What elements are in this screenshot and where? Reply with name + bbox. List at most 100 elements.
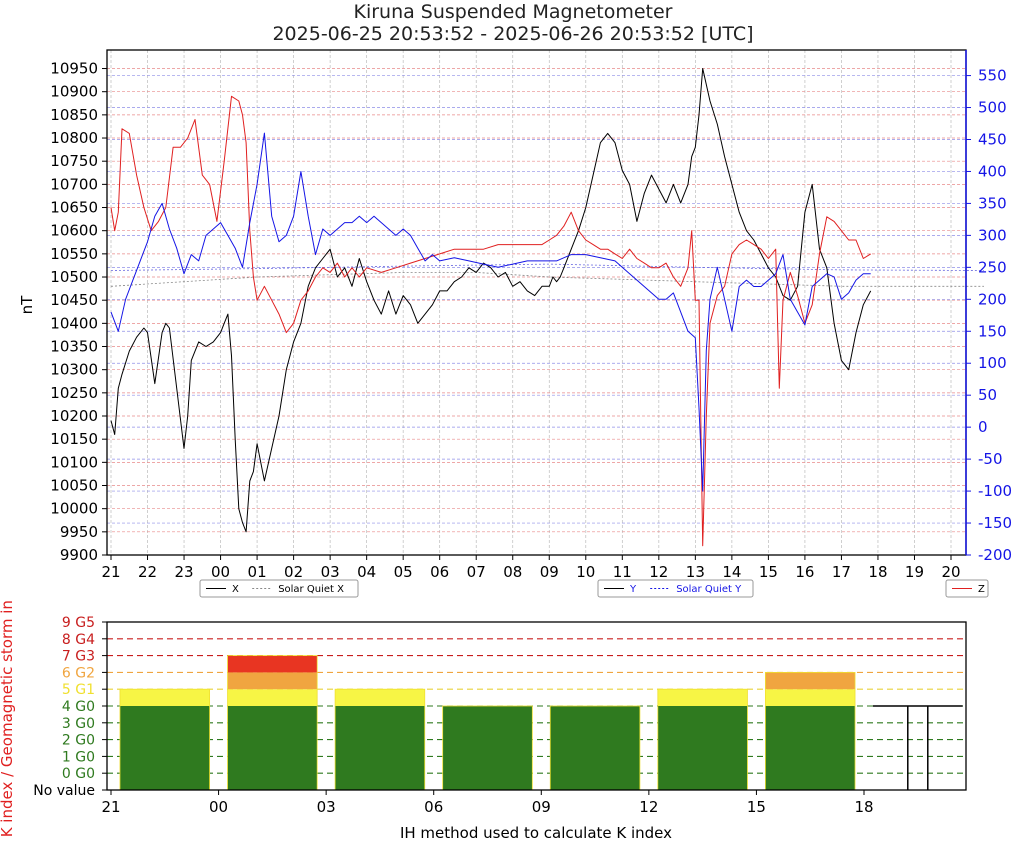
k-x-tick-label: 15 [747,798,766,816]
left-tick-label: 10700 [50,175,98,193]
legend-box-2: Y Solar Quiet Y [597,579,754,598]
right-tick-label: -150 [978,514,1012,532]
k-bar-segment-yellow [657,689,748,706]
legend-entry-label: Y [629,584,637,595]
x-tick-label: 09 [540,563,559,581]
k-index-x-axis-label: IH method used to calculate K index [400,824,672,842]
k-index-bar [549,705,641,791]
k-bar-segment-green [227,706,318,790]
k-x-tick-label: 12 [639,798,658,816]
k-index-bar [334,688,426,791]
k-y-tick-label: 0 G0 [62,766,95,782]
k-bar-segment-orange [227,672,318,690]
series-z-line [110,95,871,547]
x-tick-label: 21 [101,563,120,581]
k-y-tick-label: 4 G0 [62,699,95,715]
x-tick-label: 02 [284,563,303,581]
magnetometer-series [110,68,984,547]
k-bar-segment-green [119,706,210,790]
k-bar-segment-orange [765,672,856,690]
x-tick-label: 18 [868,563,887,581]
x-tick-label: 11 [613,563,632,581]
x-tick-label: 06 [430,563,449,581]
k-y-tick-label: 5 G1 [62,682,95,698]
right-tick-label: 0 [978,418,988,436]
magnetometer-legends: X Solar Quiet X Y Solar Quiet Y Z [199,579,989,598]
k-x-tick-label: 06 [424,798,443,816]
left-tick-label: 10000 [50,500,98,518]
magnetometer-plot-frame [106,49,967,556]
x-tick-label: 16 [795,563,814,581]
x-tick-label: 04 [357,563,376,581]
x-tick-label: 01 [248,563,267,581]
right-tick-label: 450 [978,130,1007,148]
k-y-tick-label: 9 G5 [62,615,95,631]
x-tick-label: 19 [905,563,924,581]
legend-box-3: Z [945,579,989,598]
legend-frame [597,579,754,598]
right-tick-label: 300 [978,226,1007,244]
right-tick-label: 400 [978,162,1007,180]
k-y-tick-label: 6 G2 [62,665,95,681]
series-y-line [110,132,871,492]
k-x-tick-label: 00 [209,798,228,816]
k-bar-segment-yellow [227,689,318,706]
k-x-tick-label: 21 [101,798,120,816]
left-tick-label: 10350 [50,338,98,356]
k-x-tick-label: 18 [854,798,873,816]
right-tick-label: 150 [978,322,1007,340]
legend-entry-label: X [232,584,239,595]
x-tick-label: 14 [722,563,741,581]
legend-box-1: X Solar Quiet X [199,579,359,598]
x-tick-label: 23 [174,563,193,581]
x-tick-label: 20 [941,563,960,581]
k-x-tick-label: 03 [317,798,336,816]
k-bar-segment-green [335,706,425,790]
magnetometer-ticks: 21 22 23 00 01 02 03 04 05 06 07 08 09 10 11 12 13 14 15 16… [50,50,1012,581]
k-bar-segment-green [550,706,640,790]
left-tick-label: 10150 [50,430,98,448]
left-tick-label: 10750 [50,152,98,170]
k-y-tick-label: 3 G0 [62,716,95,732]
left-tick-label: 10550 [50,245,98,263]
right-tick-label: 50 [978,386,997,404]
k-index-bar [657,688,748,791]
k-index-bar [227,655,318,791]
right-tick-label: 500 [978,99,1007,117]
left-tick-label: 10300 [50,361,98,379]
k-bar-segment-green [657,706,748,790]
k-index-y-axis-label: K index / Geomagnetic storm index [0,600,16,837]
y-axis-label: nT [18,295,36,315]
right-tick-label: -100 [978,482,1012,500]
right-tick-label: 550 [978,67,1007,85]
right-tick-label: -200 [978,546,1012,564]
legend-frame [199,579,359,598]
left-tick-label: 10600 [50,222,98,240]
k-y-tick-label: 8 G4 [62,632,95,648]
right-tick-label: 100 [978,354,1007,372]
legend-entry-label: Z [978,584,985,595]
k-index-bars [119,655,963,791]
left-tick-label: 10850 [50,106,98,124]
x-tick-label: 08 [503,563,522,581]
right-tick-label: 350 [978,194,1007,212]
x-tick-label: 17 [832,563,851,581]
left-tick-label: 10800 [50,129,98,147]
x-tick-label: 12 [649,563,668,581]
k-bar-segment-yellow [335,689,425,706]
k-x-tick-label: 09 [532,798,551,816]
left-tick-label: 10500 [50,268,98,286]
x-tick-label: 03 [321,563,340,581]
k-bar-segment-yellow [119,689,210,706]
left-tick-label: 10450 [50,291,98,309]
x-tick-label: 00 [211,563,230,581]
left-tick-label: 9900 [60,546,98,564]
left-tick-label: 10100 [50,453,98,471]
x-tick-label: 13 [686,563,705,581]
k-y-tick-label: 1 G0 [62,749,95,765]
k-index-bar [442,705,533,791]
k-index-bar [119,688,211,791]
